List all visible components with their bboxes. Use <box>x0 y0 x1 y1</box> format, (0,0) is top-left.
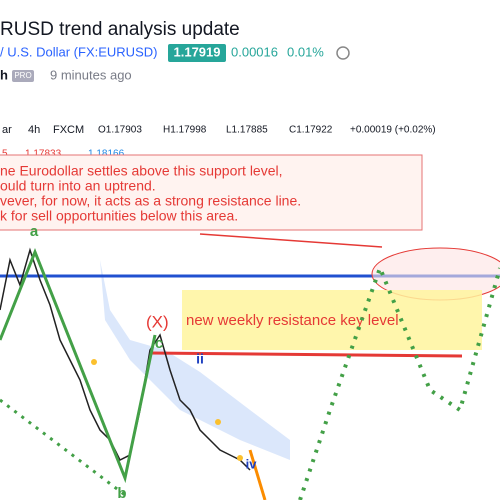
note-line: k for sell opportunities below this area… <box>0 208 238 224</box>
legend-open: O1.17903 <box>98 125 142 136</box>
wave-line <box>0 247 157 484</box>
wave-dot <box>215 419 221 425</box>
idea-title: RUSD trend analysis update <box>0 19 240 40</box>
time: 9 minutes ago <box>50 67 132 82</box>
pro: PRO <box>14 71 31 80</box>
change: 0.00016 <box>231 44 278 59</box>
x-mark: (X) <box>146 312 169 331</box>
legend-interval: 4h <box>28 124 40 136</box>
legend-source: FXCM <box>53 124 84 136</box>
wave-b: b <box>117 485 126 500</box>
price: 1.17919 <box>174 44 221 59</box>
note-line: ne Eurodollar settles above this support… <box>0 163 283 179</box>
ind-name: 5 <box>2 149 8 160</box>
change-pct: 0.01% <box>287 44 324 59</box>
resistance-box <box>182 290 482 350</box>
note-box <box>0 154 423 231</box>
projection <box>298 262 500 500</box>
wave-a: a <box>30 223 39 240</box>
wave-dot <box>237 455 243 461</box>
header-svg: RUSD trend analysis update / U.S. Dollar… <box>0 19 350 82</box>
legend-high: H1.17998 <box>163 125 207 136</box>
price-badge <box>168 44 226 62</box>
ind-value2: 1.18166 <box>88 149 125 160</box>
resistance-label: new weekly resistance key level <box>186 312 399 329</box>
ind-value1: 1.17833 <box>25 149 62 160</box>
symbol[interactable]: / U.S. Dollar (FX:EURUSD) <box>0 44 157 59</box>
note-line: ould turn into an uptrend. <box>0 178 156 194</box>
pro-badge <box>12 70 34 82</box>
chart: ar 4h FXCM O1.17903 H1.17998 L1.17885 C1… <box>0 110 500 500</box>
header: RUSD trend analysis update / U.S. Dollar… <box>0 0 500 100</box>
legend-delta: +0.00019 (+0.02%) <box>350 125 436 136</box>
note-line: vever, for now, it acts as a strong resi… <box>0 193 301 209</box>
author[interactable]: h <box>0 67 8 82</box>
resistance-line <box>149 351 463 358</box>
legend-close: C1.17922 <box>289 125 333 136</box>
orange-wave <box>248 449 267 500</box>
legend-low: L1.17885 <box>226 125 268 136</box>
wave-ii: ii <box>196 351 204 367</box>
legend-symbol: ar <box>2 124 12 136</box>
pointer-line <box>199 233 383 248</box>
wave-dot <box>91 359 97 365</box>
wave-iv: iv <box>246 456 258 471</box>
cloud <box>100 260 290 460</box>
wave-c: c <box>155 335 163 352</box>
price-line <box>0 247 251 471</box>
alert-icon[interactable] <box>336 46 350 60</box>
